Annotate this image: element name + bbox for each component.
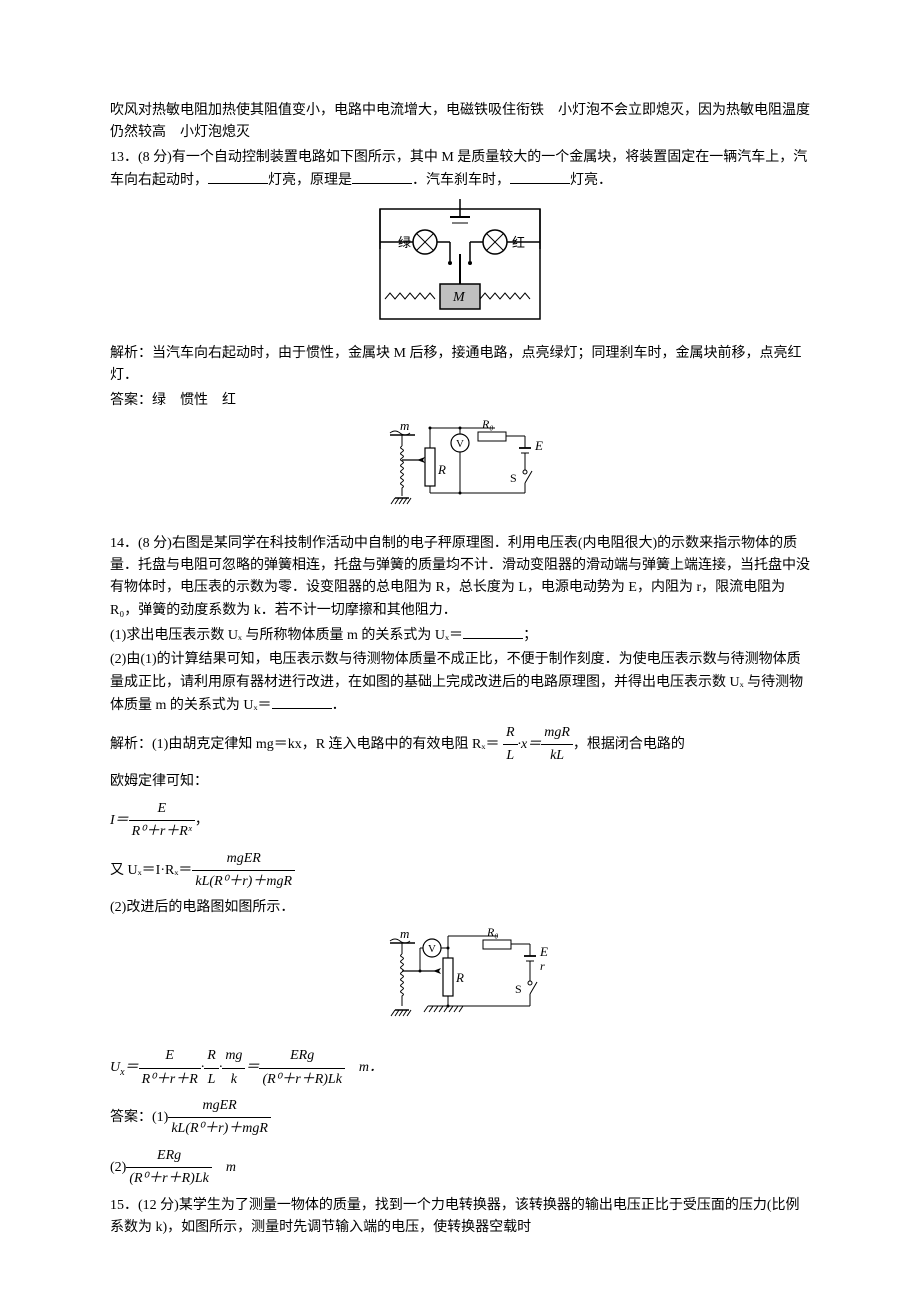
- q14-p3: (2)由(1)的计算结果可知，电压表示数与待测物体质量不成正比，不便于制作刻度．…: [110, 649, 810, 717]
- svg-text:S: S: [510, 471, 517, 485]
- ans-label: 答案：(1): [110, 1110, 168, 1125]
- frac-ERg: ERg(R⁰＋r＋R)Lk: [259, 1045, 345, 1091]
- q14-sol-line2: 欧姆定律可知：: [110, 771, 810, 793]
- q13-mid1: 灯亮，原理是: [268, 173, 352, 188]
- m-tail: m．: [345, 1060, 383, 1075]
- svg-text:R₀: R₀: [486, 926, 499, 939]
- frac-R-L: RL: [503, 722, 518, 768]
- blank-1[interactable]: [208, 169, 268, 184]
- q13-solution: 解析：当汽车向右起动时，由于惯性，金属块 M 后移，接通电路，点亮绿灯；同理刹车…: [110, 343, 810, 388]
- q14-p2a: (1)求出电压表示数 Uₓ 与所称物体质量 m 的关系式为 Uₓ＝: [110, 628, 463, 643]
- q14-p2b: ；: [523, 628, 537, 643]
- svg-text:m: m: [400, 418, 409, 433]
- eq-sign: ＝: [245, 1060, 259, 1075]
- frac-R-L2: RL: [204, 1045, 219, 1091]
- q14-p3b: ．: [332, 698, 346, 713]
- frac-e-rrr: ER⁰＋r＋R: [139, 1045, 201, 1091]
- eq-I: I＝ER⁰＋r＋Rˣ，: [110, 798, 810, 844]
- svg-text:r: r: [540, 959, 545, 973]
- q13-figure: 绿 红 M: [110, 199, 810, 337]
- q14-figure-2: m R V R₀ E r S: [110, 926, 810, 1039]
- svg-text:R: R: [455, 970, 464, 985]
- q14-sol2-text: (2)改进后的电路图如图所示．: [110, 897, 810, 919]
- frac-x: ·x＝: [518, 737, 542, 752]
- frac-ans1: mgERkL(R⁰＋r)＋mgR: [168, 1095, 271, 1141]
- svg-text:E: E: [534, 438, 543, 453]
- blank-5[interactable]: [272, 694, 332, 709]
- frac-mg-k: mgk: [222, 1045, 245, 1091]
- q14-p1: 14．(8 分)右图是某同学在科技制作活动中自制的电子秤原理图．利用电压表(内电…: [110, 533, 810, 623]
- sol-head: 解析：(1)由胡克定律知 mg＝kx，R 连入电路中的有效电阻 Rₓ＝: [110, 737, 499, 752]
- blank-2[interactable]: [352, 169, 412, 184]
- ux2-lhs: Ux＝: [110, 1060, 139, 1075]
- label-M: M: [452, 290, 466, 305]
- q14-answer-2: (2)ERg(R⁰＋r＋R)Lk m: [110, 1145, 810, 1191]
- svg-text:E: E: [539, 944, 548, 959]
- svg-text:S: S: [515, 982, 522, 996]
- q14-sol-line1: 解析：(1)由胡克定律知 mg＝kx，R 连入电路中的有效电阻 Rₓ＝ RL·x…: [110, 722, 810, 768]
- m-tail2: m: [212, 1160, 236, 1175]
- eq-Ux2: Ux＝ER⁰＋r＋R·RL·mgk＝ERg(R⁰＋r＋R)Lk m．: [110, 1045, 810, 1091]
- ux-label: 又 Uₓ＝I·Rₓ＝: [110, 863, 192, 878]
- eq-Ux1: 又 Uₓ＝I·Rₓ＝mgERkL(R⁰＋r)＋mgR: [110, 848, 810, 894]
- svg-text:R₀: R₀: [481, 418, 494, 431]
- q14-figure-1: m R V R₀ E S: [110, 418, 810, 526]
- blank-4[interactable]: [463, 624, 523, 639]
- svg-text:R: R: [437, 462, 446, 477]
- ans2-label: (2): [110, 1160, 126, 1175]
- svg-text:V: V: [456, 438, 464, 450]
- q14-p2: (1)求出电压表示数 Uₓ 与所称物体质量 m 的关系式为 Uₓ＝ ；: [110, 624, 810, 647]
- intro-paragraph: 吹风对热敏电阻加热使其阻值变小，电路中电流增大，电磁铁吸住衔铁 小灯泡不会立即熄…: [110, 100, 810, 145]
- I-lhs: I＝: [110, 813, 129, 828]
- q14-p3a: (2)由(1)的计算结果可知，电压表示数与待测物体质量不成正比，不便于制作刻度．…: [110, 652, 803, 713]
- q13-answer: 答案：绿 惯性 红: [110, 390, 810, 412]
- frac-Ux1: mgERkL(R⁰＋r)＋mgR: [192, 848, 295, 894]
- q13-stem: 13．(8 分)有一个自动控制装置电路如下图所示，其中 M 是质量较大的一个金属…: [110, 147, 810, 193]
- q13-mid2: ．汽车刹车时，: [412, 173, 510, 188]
- q15-stem: 15．(12 分)某学生为了测量一物体的质量，找到一个力电转换器，该转换器的输出…: [110, 1195, 810, 1240]
- blank-3[interactable]: [510, 169, 570, 184]
- comma: ，: [195, 813, 209, 828]
- frac-mgR-kL: mgRkL: [541, 722, 573, 768]
- sol-tail: ，根据闭合电路的: [573, 737, 685, 752]
- svg-text:V: V: [428, 943, 436, 955]
- frac-ans2: ERg(R⁰＋r＋R)Lk: [126, 1145, 212, 1191]
- q13-tail: 灯亮．: [570, 173, 612, 188]
- q14-answer-1: 答案：(1)mgERkL(R⁰＋r)＋mgR: [110, 1095, 810, 1141]
- frac-I: ER⁰＋r＋Rˣ: [129, 798, 195, 844]
- svg-text:m: m: [400, 926, 409, 941]
